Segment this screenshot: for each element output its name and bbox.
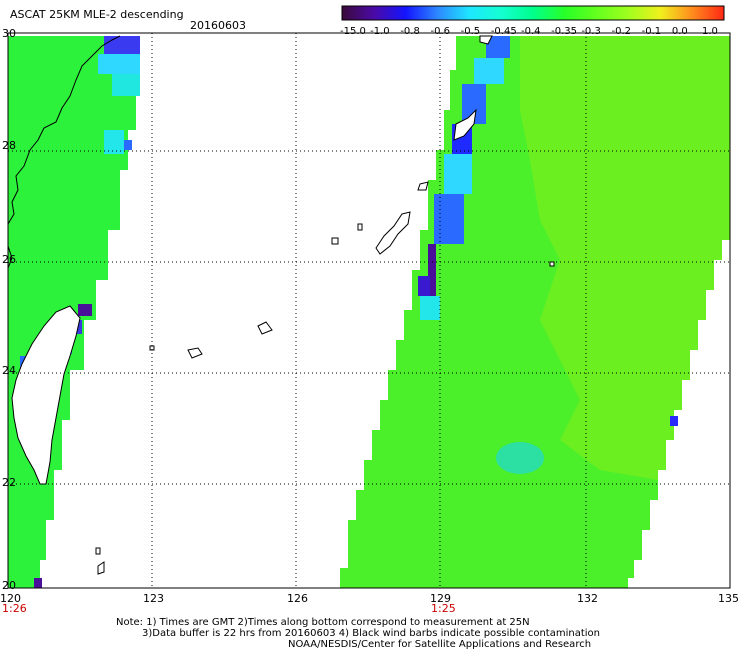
lon-label: 126 [287,592,308,605]
lat-label: 26 [2,253,16,266]
ryukyu-island-b [357,223,363,231]
colorbar-tick-label: -0.5 [460,26,481,37]
china-coast-2 [8,245,13,269]
batanes [95,547,101,555]
colorbar-tick-label: -0.2 [611,26,632,37]
lon-label: 120 [0,592,21,605]
colorbar-tick-label: -0.35 [551,26,578,37]
time-label-west: 1:26 [2,602,27,615]
east-swath [340,36,730,588]
header-title: ASCAT 25KM MLE-2 descending [10,8,184,21]
taiwan-island [11,305,81,485]
lon-label: 135 [718,592,739,605]
sakishima-b [257,321,273,335]
colorbar-ramp [341,5,725,21]
ryukyu-islands-north [453,108,477,141]
graticule [8,33,730,588]
lat-label: 22 [2,476,16,489]
lon-label: 132 [577,592,598,605]
colorbar-tick-label: -15.0 [340,26,366,37]
kyushu-south [479,35,493,45]
footer-note-2: 3)Data buffer is 22 hrs from 20160603 4)… [142,628,600,639]
colorbar [341,5,725,21]
footer-note-1: Note: 1) Times are GMT 2)Times along bot… [116,617,530,628]
plot-frame [7,32,731,589]
lat-label: 30 [2,27,16,40]
header-date: 20160603 [190,19,246,32]
colorbar-tick-label: -0.1 [641,26,662,37]
coastlines [8,35,555,575]
colorbar-tick-label: -0.8 [400,26,420,37]
colorbar-tick-label: 1.0 [702,26,718,37]
lon-label: 123 [143,592,164,605]
colorbar-tick-label: -0.6 [430,26,451,37]
daito [549,261,555,267]
colorbar-tick-label: -0.45 [490,26,517,37]
ryukyu-island-c [331,237,339,245]
sakishima-a [187,347,203,359]
sakishima-c [149,345,155,351]
lat-label: 24 [2,364,16,377]
footer-note-3: NOAA/NESDIS/Center for Satellite Applica… [288,639,592,650]
colorbar-tick-label: 0.0 [671,26,688,37]
china-coast [8,35,121,225]
ryukyu-island-a [417,181,429,191]
colorbar-tick-label: -1.0 [370,26,390,37]
lat-label: 20 [2,579,16,592]
batanes-2 [97,561,105,575]
lon-label: 129 [430,592,451,605]
colorbar-tick-label: -0.3 [581,26,601,37]
lat-label: 28 [2,139,16,152]
ryukyu-okinawa [375,211,411,255]
colorbar-tick-label: -0.4 [521,26,541,37]
time-label-east: 1:25 [431,602,456,615]
